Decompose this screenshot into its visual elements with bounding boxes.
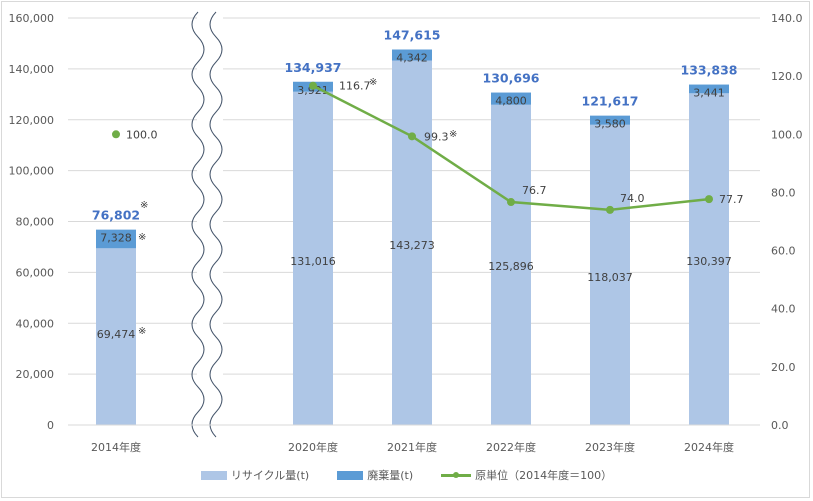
y-left-tick: 20,000 (16, 368, 55, 381)
legend-swatch-recycle (200, 470, 227, 480)
unit-point (408, 132, 416, 141)
unit-value-label: 100.0 (126, 128, 158, 141)
legend-swatch-waste (337, 470, 364, 480)
x-tick: 2020年度 (288, 440, 338, 454)
bar-waste (96, 229, 136, 249)
unit-point (112, 130, 120, 139)
bar-waste (392, 49, 432, 61)
recycle-value-label: 69,474 (97, 328, 136, 341)
y-right-tick: 60.0 (771, 245, 796, 258)
recycle-value-label: 143,273 (389, 239, 435, 252)
x-tick: 2022年度 (486, 440, 536, 454)
total-value-label: 134,937 (285, 60, 342, 75)
y-right-tick: 140.0 (771, 12, 803, 25)
bar-recycle (689, 93, 729, 426)
legend-label-waste: 廃棄量(t) (367, 469, 414, 482)
x-tick: 2023年度 (585, 440, 635, 454)
y-left-tick: 80,000 (16, 216, 55, 229)
bar-recycle (590, 124, 630, 425)
total-value-label: 133,838 (681, 63, 738, 78)
waste-value-label: 3,441 (693, 87, 725, 100)
x-tick: 2014年度 (91, 440, 141, 454)
bar-recycle (293, 91, 333, 425)
unit-value-label: 77.7 (719, 193, 744, 206)
unit-point (705, 195, 713, 204)
x-tick: 2021年度 (387, 440, 437, 454)
note-mark: ※ (449, 129, 457, 140)
waste-value-label: 4,342 (396, 52, 428, 65)
y-right-tick: 20.0 (771, 361, 796, 374)
note-mark: ※ (140, 200, 148, 211)
y-left-tick: 60,000 (16, 266, 55, 279)
waste-value-label: 4,800 (495, 95, 527, 108)
y-left-tick: 40,000 (16, 317, 55, 330)
legend-line-marker-icon (441, 470, 472, 480)
legend-item-waste: 廃棄量(t) (337, 467, 413, 483)
unit-value-label: 116.7 (339, 80, 371, 93)
legend-label-recycle: リサイクル量(t) (230, 469, 310, 482)
axis-break-wave-left (191, 11, 205, 438)
y-right-tick: 100.0 (771, 128, 803, 141)
note-mark: ※ (138, 232, 146, 243)
y-left-tick: 100,000 (9, 165, 55, 178)
legend-item-unit: 原単位（2014年度＝100） (441, 467, 612, 483)
legend: リサイクル量(t) 廃棄量(t) 原単位（2014年度＝100） (0, 467, 813, 483)
total-value-label: 76,802 (92, 208, 140, 223)
unit-value-label: 74.0 (620, 192, 645, 205)
x-tick: 2024年度 (684, 440, 734, 454)
bar-recycle (96, 248, 136, 425)
y-left-tick: 140,000 (9, 63, 55, 76)
total-value-label: 147,615 (384, 28, 441, 43)
legend-label-unit: 原単位（2014年度＝100） (475, 469, 613, 482)
y-left-tick: 0 (47, 419, 54, 432)
waste-value-label: 3,921 (297, 84, 329, 97)
y-left-tick: 160,000 (9, 12, 55, 25)
unit-value-label: 76.7 (522, 184, 547, 197)
recycle-value-label: 131,016 (290, 255, 336, 268)
unit-value-label: 99.3 (424, 130, 449, 143)
recycle-value-label: 118,037 (587, 271, 633, 284)
bar-waste (689, 84, 729, 94)
total-value-label: 130,696 (483, 71, 540, 86)
recycle-value-label: 130,397 (686, 255, 732, 268)
waste-value-label: 7,328 (100, 232, 132, 245)
note-mark: ※ (369, 77, 377, 88)
unit-point (309, 81, 317, 90)
unit-point (606, 205, 614, 214)
waste-value-label: 3,580 (594, 118, 626, 131)
note-mark: ※ (138, 326, 146, 337)
y-left-tick: 120,000 (9, 114, 55, 127)
y-right-tick: 0.0 (771, 419, 789, 432)
unit-point (507, 198, 515, 207)
y-right-tick: 40.0 (771, 303, 796, 316)
bar-recycle (392, 60, 432, 425)
recycle-value-label: 125,896 (488, 260, 534, 273)
bar-waste (491, 92, 531, 105)
bar-recycle (491, 104, 531, 426)
bar-waste (590, 115, 630, 125)
axis-break-wave-right (209, 11, 223, 438)
legend-item-recycle: リサイクル量(t) (200, 467, 310, 483)
total-value-label: 121,617 (582, 94, 639, 109)
y-right-tick: 120.0 (771, 70, 803, 83)
y-right-tick: 80.0 (771, 186, 796, 199)
